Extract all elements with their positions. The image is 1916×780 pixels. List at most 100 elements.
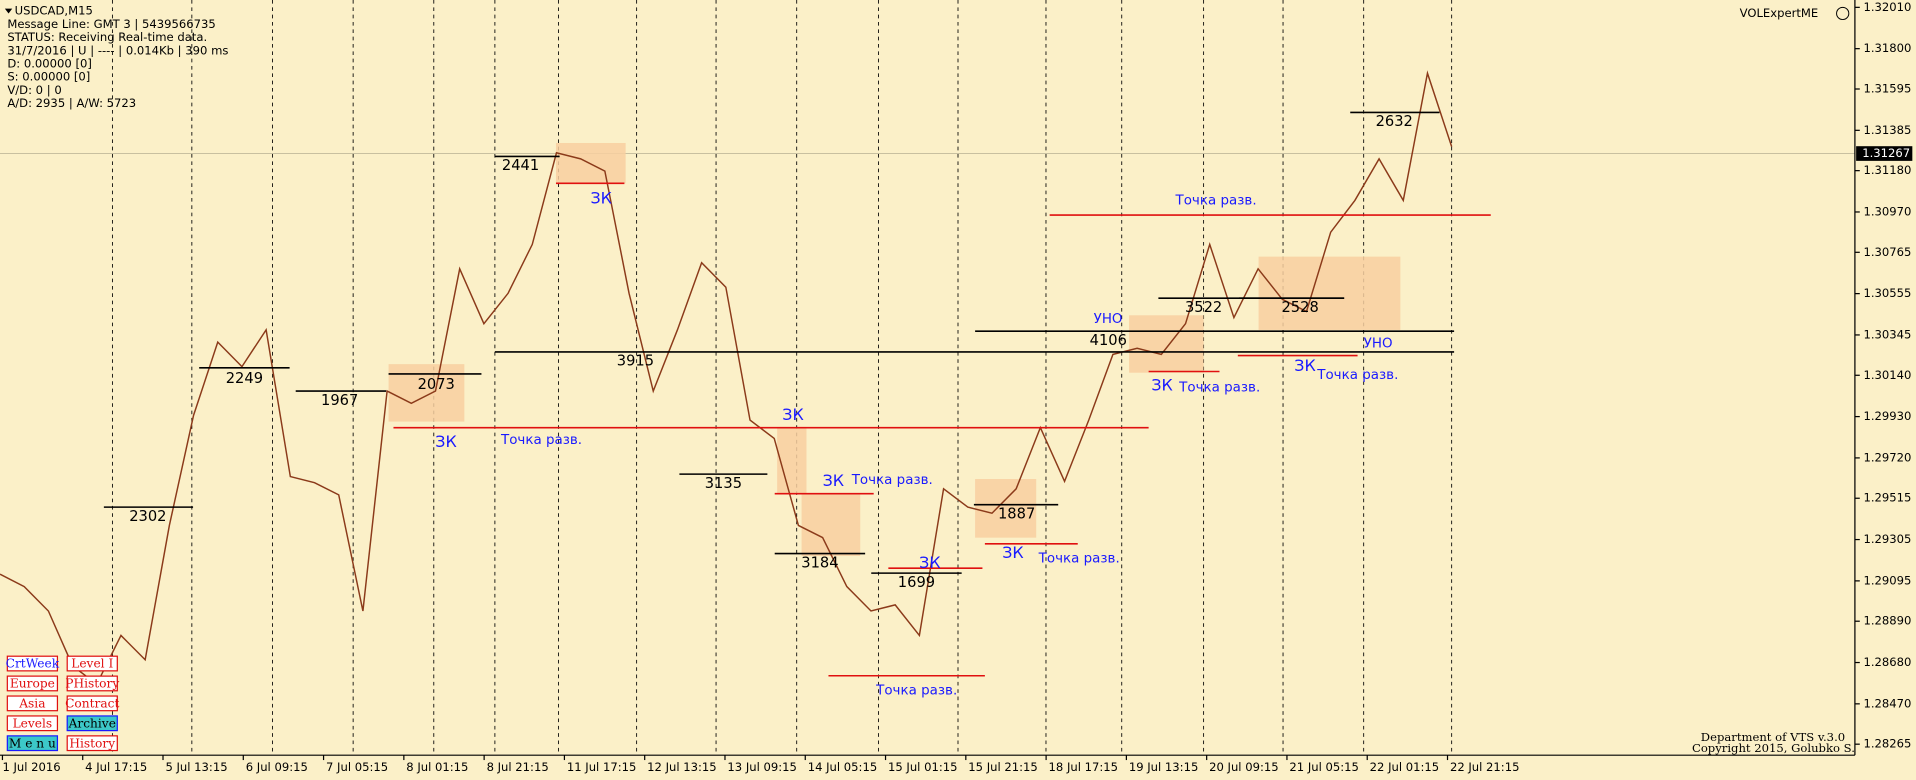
button-face[interactable] <box>66 735 118 752</box>
zk-label: ЗК <box>590 189 611 208</box>
footer-line: Department of VTS v.3.0 <box>1701 730 1845 744</box>
y-tick-label: 1.28470 <box>1863 696 1911 710</box>
menu-button[interactable]: CrtWeek <box>6 655 60 672</box>
point-label: Точка разв. <box>875 683 957 698</box>
menu-button[interactable]: M e n u <box>6 735 59 752</box>
x-tick-label: 8 Jul 21:15 <box>487 760 549 774</box>
y-tick-label: 1.29305 <box>1863 532 1911 546</box>
footer-line: Copyright 2015, Golubko S. <box>1692 741 1855 755</box>
point-label: Точка разв. <box>1038 551 1120 566</box>
button-face[interactable] <box>66 675 118 692</box>
button-face[interactable] <box>6 655 59 672</box>
zone <box>801 493 861 557</box>
status-line: Message Line: GMT 3 | 5439566735 <box>7 17 215 32</box>
y-tick-label: 1.30555 <box>1863 286 1911 300</box>
status-line: A/D: 2935 | A/W: 5723 <box>7 96 136 111</box>
zone <box>1129 315 1204 373</box>
button-face[interactable] <box>66 655 118 672</box>
button-face[interactable] <box>6 735 59 752</box>
x-tick-label: 5 Jul 13:15 <box>165 760 227 774</box>
menu-button[interactable]: Europe <box>6 675 59 692</box>
zone <box>975 479 1037 538</box>
button-face[interactable] <box>6 695 59 712</box>
zk-label: ЗК <box>823 471 844 490</box>
y-tick-label: 1.30970 <box>1863 204 1911 218</box>
y-tick-label: 1.30140 <box>1863 368 1911 382</box>
x-tick-label: 20 Jul 09:15 <box>1209 760 1279 774</box>
zk-label: ЗК <box>1294 356 1315 375</box>
button-face[interactable] <box>6 675 59 692</box>
volume-level-label: 4106 <box>1090 332 1127 349</box>
volume-level-label: 2441 <box>502 157 539 174</box>
y-tick-label: 1.29095 <box>1863 573 1911 587</box>
button-label[interactable]: M e n u <box>9 736 56 750</box>
y-tick-label: 1.31800 <box>1863 41 1911 55</box>
current-price-box <box>1856 146 1913 161</box>
volume-level-label: 1887 <box>998 505 1035 522</box>
y-tick-label: 1.28890 <box>1863 614 1911 628</box>
y-tick-label: 1.29930 <box>1863 409 1911 423</box>
symbol: USDCAD,M15 <box>15 4 93 18</box>
x-tick-label: 15 Jul 21:15 <box>968 760 1038 774</box>
zone <box>1258 256 1401 330</box>
x-tick-label: 22 Jul 01:15 <box>1370 760 1440 774</box>
x-tick-label: 22 Jul 21:15 <box>1450 760 1520 774</box>
x-tick-label: 6 Jul 09:15 <box>246 760 308 774</box>
x-tick-label: 1 Jul 2016 <box>2 760 60 774</box>
menu-button[interactable]: History <box>66 735 118 752</box>
zone <box>555 142 626 184</box>
y-tick-label: 1.29720 <box>1863 450 1911 464</box>
menu-button[interactable]: Asia <box>6 695 59 712</box>
x-tick-label: 12 Jul 13:15 <box>647 760 717 774</box>
zk-label: ЗК <box>1002 543 1023 562</box>
button-label[interactable]: Level I <box>71 657 113 671</box>
y-tick-label: 1.29515 <box>1863 491 1911 505</box>
button-label[interactable]: History <box>69 736 115 750</box>
indicator-name: VOLExpertME <box>1740 6 1819 20</box>
button-label[interactable]: PHistory <box>65 677 119 691</box>
y-tick-label: 1.32010 <box>1863 0 1911 14</box>
button-label[interactable]: Contract <box>65 696 119 710</box>
x-tick-label: 7 Jul 05:15 <box>326 760 388 774</box>
button-label[interactable]: Archive <box>68 716 116 730</box>
status-line: D: 0.00000 [0] <box>7 57 92 71</box>
y-tick-label: 1.31595 <box>1863 82 1911 96</box>
current-price-label: 1.31267 <box>1862 146 1910 160</box>
button-label[interactable]: Asia <box>18 696 45 710</box>
x-tick-label: 18 Jul 17:15 <box>1049 760 1119 774</box>
x-tick-label: 14 Jul 05:15 <box>808 760 878 774</box>
menu-button[interactable]: Contract <box>65 695 119 712</box>
button-face[interactable] <box>66 695 118 712</box>
x-tick-label: 4 Jul 17:15 <box>85 760 147 774</box>
button-label[interactable]: Levels <box>13 716 53 730</box>
x-tick-label: 8 Jul 01:15 <box>406 760 468 774</box>
button-label[interactable]: Europe <box>10 677 55 691</box>
menu-button[interactable]: Level I <box>66 655 118 672</box>
zk-label: ЗК <box>782 405 803 424</box>
button-face[interactable] <box>66 715 118 732</box>
volume-level-label: 2073 <box>418 376 455 393</box>
point-label: Точка разв. <box>500 433 582 448</box>
status-line: S: 0.00000 [0] <box>7 70 90 84</box>
uno-label: УНО <box>1364 336 1393 351</box>
menu-button[interactable]: Archive <box>66 715 118 732</box>
y-tick-label: 1.28265 <box>1863 737 1911 751</box>
volume-level-label: 1699 <box>898 574 935 591</box>
y-tick-label: 1.31180 <box>1863 163 1911 177</box>
volume-level-label: 3135 <box>705 475 742 492</box>
status-line: V/D: 0 | 0 <box>7 83 61 98</box>
menu-button[interactable]: PHistory <box>65 675 119 692</box>
point-label: Точка разв. <box>1178 380 1260 395</box>
volume-level-label: 1967 <box>321 392 358 409</box>
point-label: Точка разв. <box>851 473 933 488</box>
zk-label: ЗК <box>1151 376 1172 395</box>
button-label[interactable]: CrtWeek <box>6 657 60 671</box>
button-face[interactable] <box>6 715 59 732</box>
volume-level-label: 3184 <box>801 554 838 571</box>
y-tick-label: 1.31385 <box>1863 123 1911 137</box>
menu-button[interactable]: Levels <box>6 715 59 732</box>
status-line: 31/7/2016 | U | ---- | 0.014Kb | 390 ms <box>7 43 228 58</box>
volume-level-label: 2302 <box>129 508 166 525</box>
smiley-icon <box>1836 6 1850 21</box>
